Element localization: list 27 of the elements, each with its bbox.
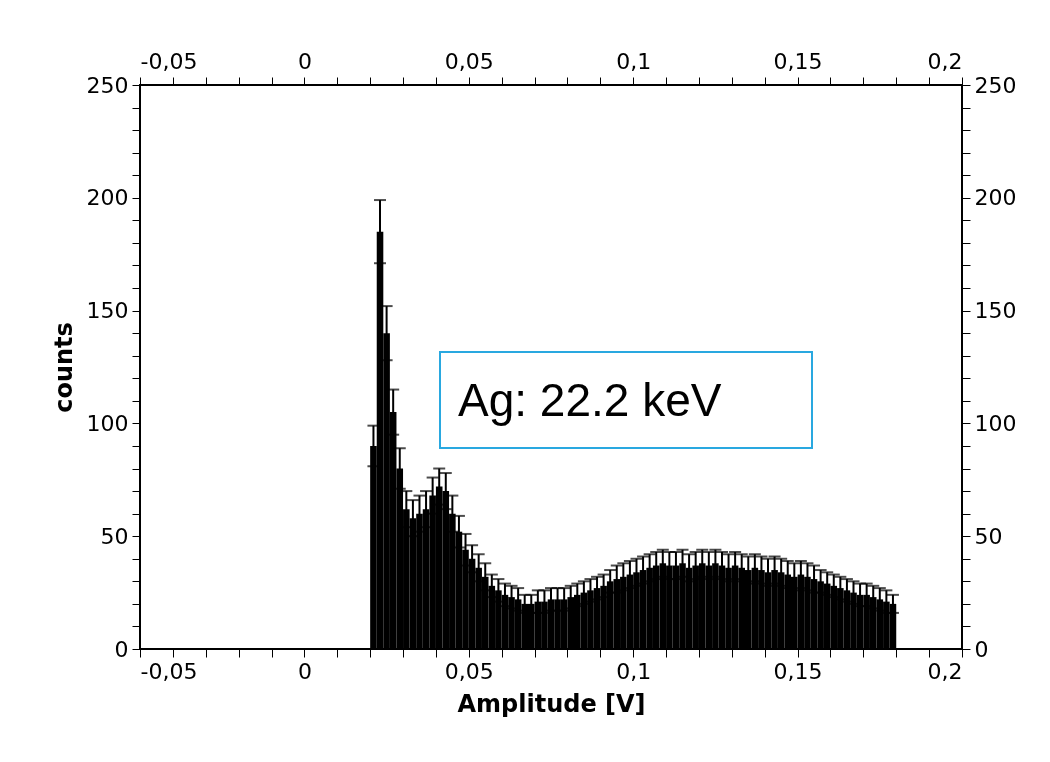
x2-tick-label: 0,05 — [444, 48, 494, 74]
annotation: Ag: 22.2 keV — [458, 374, 722, 426]
x2-tick-label: 0 — [297, 48, 312, 74]
y-tick-label: 0 — [114, 636, 129, 662]
x-tick-label: 0,1 — [616, 658, 652, 684]
y-tick-label: 50 — [100, 523, 129, 549]
y2-tick-label: 250 — [974, 72, 1017, 98]
x-tick-label: 0 — [297, 658, 312, 684]
x2-tick-label: 0,15 — [773, 48, 823, 74]
y2-tick-label: 200 — [974, 185, 1017, 211]
y-tick-label: 200 — [86, 185, 129, 211]
y-tick-label: 250 — [86, 72, 129, 98]
x-axis-title: Amplitude [V] — [457, 689, 646, 718]
x-tick-label: 0,15 — [773, 658, 823, 684]
y-tick-label: 150 — [86, 298, 129, 324]
y2-tick-label: 50 — [974, 523, 1003, 549]
x-tick-label: -0,05 — [140, 658, 198, 684]
x2-tick-label: 0,1 — [616, 48, 652, 74]
x2-tick-label: -0,05 — [140, 48, 198, 74]
x-tick-label: 0,05 — [444, 658, 494, 684]
y2-tick-label: 100 — [974, 410, 1017, 436]
x2-tick-label: 0,2 — [927, 48, 963, 74]
y-tick-label: 100 — [86, 410, 129, 436]
y-axis-title: counts — [49, 322, 78, 413]
y2-tick-label: 150 — [974, 298, 1017, 324]
y2-tick-label: 0 — [974, 636, 989, 662]
x-tick-label: 0,2 — [927, 658, 963, 684]
